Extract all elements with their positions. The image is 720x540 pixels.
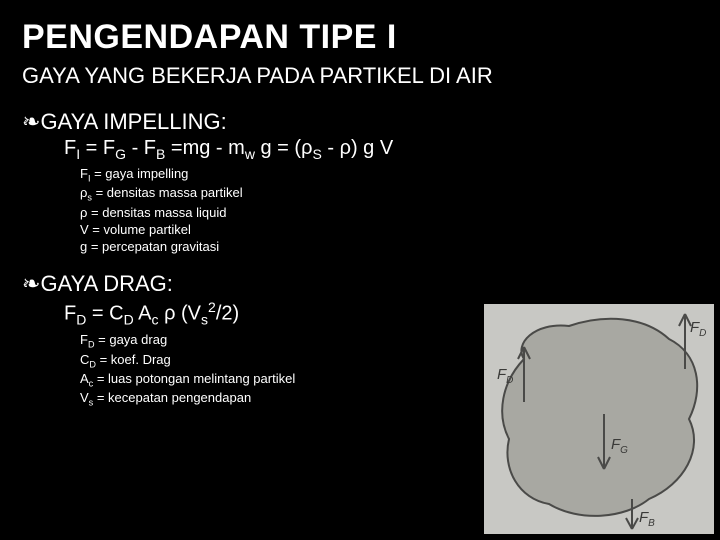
drag-defs: FD = gaya drag CD = koef. Drag Ac = luas… (80, 332, 698, 410)
drag-heading: ❧GAYA DRAG: (22, 271, 698, 297)
bullet-icon: ❧ (22, 109, 40, 134)
label-fb: FB (639, 509, 655, 529)
drag-heading-text: GAYA DRAG: (40, 271, 172, 296)
impelling-heading: ❧GAYA IMPELLING: (22, 109, 698, 135)
bullet-icon: ❧ (22, 271, 40, 296)
impelling-heading-text: GAYA IMPELLING: (40, 109, 226, 134)
page-subtitle: GAYA YANG BEKERJA PADA PARTIKEL DI AIR (22, 63, 698, 89)
impelling-formula: FI = FG - FB =mg - mw g = (ρS - ρ) g V (64, 137, 698, 162)
page-title: PENGENDAPAN TIPE I (22, 18, 698, 57)
impelling-defs: FI = gaya impelling ρs = densitas massa … (80, 166, 698, 255)
drag-formula: FD = CD Ac ρ (Vs2/2) (64, 299, 698, 328)
